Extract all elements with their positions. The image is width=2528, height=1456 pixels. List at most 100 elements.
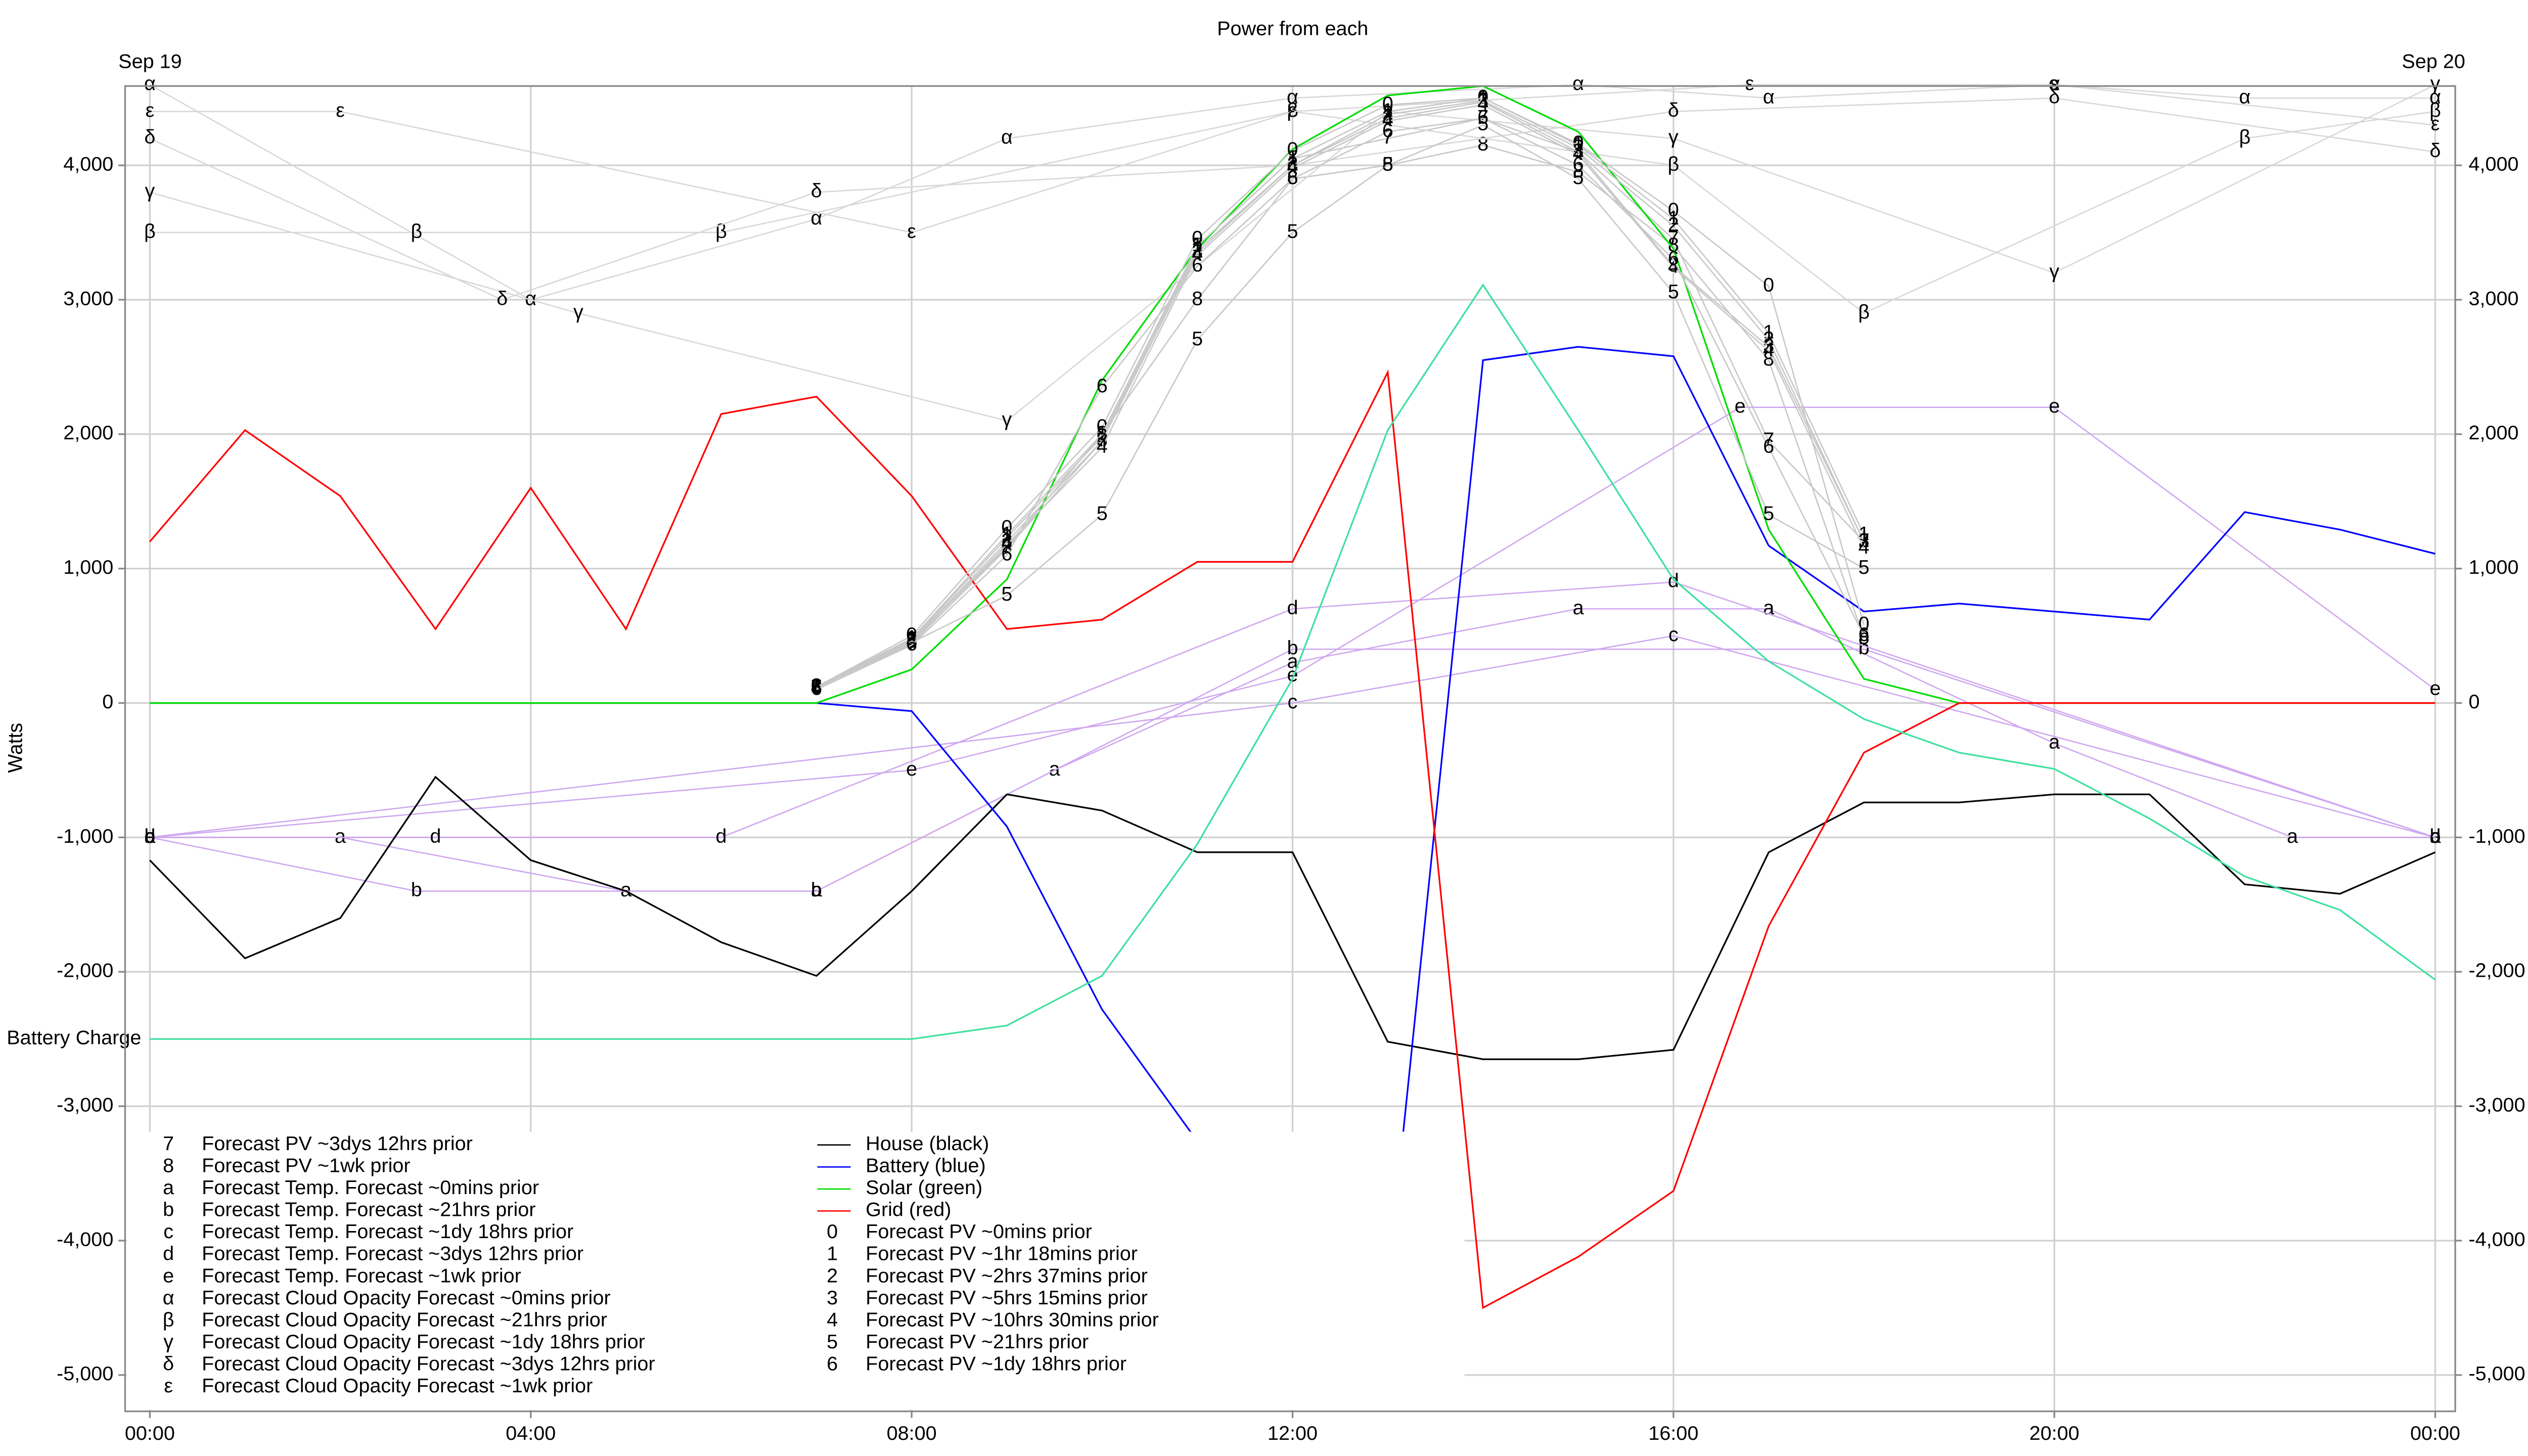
legend-marker: 8 (163, 1155, 174, 1177)
legend-marker: c (163, 1220, 173, 1243)
point-marker: 6 (906, 633, 917, 655)
point-marker: ε (146, 99, 155, 121)
point-marker: 5 (1668, 281, 1679, 303)
point-marker: a (2287, 825, 2298, 847)
point-marker: α (1001, 126, 1013, 148)
point-marker: 5 (1858, 556, 1869, 578)
point-marker: b (1858, 637, 1869, 659)
point-marker: d (430, 825, 441, 847)
legend-marker: 3 (827, 1287, 838, 1309)
point-marker: 1 (1287, 146, 1298, 168)
series-line (150, 283, 2436, 1040)
point-marker: b (144, 825, 155, 847)
legend-label: Forecast Temp. Forecast ~3dys 12hrs prio… (202, 1243, 583, 1265)
point-marker: 7 (811, 676, 822, 698)
point-marker: β (2239, 126, 2250, 148)
point-marker: e (1735, 395, 1746, 417)
legend-label: Grid (red) (866, 1199, 951, 1221)
point-marker: 5 (1097, 503, 1108, 525)
point-marker: β (411, 220, 422, 242)
point-marker: c (2430, 825, 2441, 847)
legend-label: Forecast PV ~1dy 18hrs prior (866, 1353, 1126, 1375)
point-marker: c (1288, 691, 1298, 713)
point-marker: a (1572, 597, 1584, 619)
y-axis-label: Watts (4, 723, 26, 773)
legend-label: Forecast Temp. Forecast ~0mins prior (202, 1176, 539, 1199)
point-marker: 6 (1382, 119, 1393, 142)
point-marker: ε (1288, 99, 1297, 121)
legend-label: Forecast Cloud Opacity Forecast ~21hrs p… (202, 1308, 607, 1331)
point-marker: 6 (1001, 543, 1012, 565)
series-line (816, 100, 1865, 688)
point-marker: 6 (1097, 375, 1108, 397)
point-marker: 2 (1382, 102, 1393, 124)
point-marker: β (144, 220, 156, 242)
series-line (816, 104, 1865, 689)
y2-tick-label: 2,000 (2468, 422, 2518, 444)
point-marker: 0 (1763, 274, 1774, 296)
point-marker: α (1763, 86, 1775, 108)
point-marker: 5 (1287, 220, 1298, 242)
legend-marker: 1 (827, 1243, 838, 1265)
point-marker: γ (573, 301, 583, 323)
y-tick-label: 0 (102, 691, 113, 713)
point-marker: 3 (1001, 529, 1012, 552)
point-marker: γ (2430, 72, 2441, 95)
legend-label: Forecast Temp. Forecast ~1wk prior (202, 1264, 521, 1287)
x-tick-label: 00:00 (2410, 1422, 2460, 1444)
point-marker: β (1667, 153, 1679, 175)
x-tick-label: 08:00 (887, 1422, 937, 1444)
legend-marker: 5 (827, 1331, 838, 1353)
point-marker: α (1572, 72, 1584, 95)
point-marker: 3 (811, 674, 822, 697)
point-marker: 3 (906, 629, 917, 651)
legend-label: Forecast PV ~21hrs prior (866, 1331, 1089, 1353)
legend-label: Forecast PV ~1wk prior (202, 1155, 410, 1177)
point-marker: 7 (1477, 106, 1488, 128)
series-label: Battery Charge (7, 1027, 141, 1049)
point-marker: c (1668, 623, 1679, 646)
series-line (149, 776, 2436, 1060)
y-tick-label: 4,000 (63, 153, 113, 175)
legend-label: House (black) (866, 1132, 989, 1155)
point-marker: 4 (1668, 255, 1679, 278)
point-marker: 4 (1097, 435, 1108, 458)
point-marker: 6 (1572, 153, 1584, 175)
y2-tick-label: 0 (2468, 691, 2479, 713)
point-marker: b (2430, 825, 2441, 847)
point-marker: α (2049, 72, 2060, 95)
point-marker: α (1287, 86, 1298, 108)
y-tick-label: -5,000 (57, 1362, 113, 1385)
legend-label: Forecast Temp. Forecast ~21hrs prior (202, 1199, 535, 1221)
point-marker: α (810, 207, 822, 229)
point-marker: 0 (1382, 93, 1393, 115)
point-marker: β (1858, 301, 1870, 323)
legend-label: Forecast PV ~3dys 12hrs prior (202, 1132, 473, 1155)
y-tick-label: 1,000 (63, 556, 113, 578)
x-end-label: Sep 20 (2402, 51, 2465, 73)
point-marker: 5 (1572, 166, 1584, 189)
point-marker: ε (907, 220, 916, 242)
point-marker: a (1287, 650, 1298, 672)
point-marker: e (906, 758, 917, 780)
point-marker: γ (2049, 260, 2059, 283)
point-marker: 8 (1572, 160, 1584, 182)
series-line (816, 97, 1865, 688)
point-marker: 4 (1001, 532, 1012, 554)
legend-label: Forecast PV ~2hrs 37mins prior (866, 1264, 1148, 1287)
point-marker: 8 (1287, 166, 1298, 189)
point-marker: 4 (1477, 93, 1488, 115)
series-line (150, 84, 2435, 234)
y2-tick-label: -3,000 (2468, 1094, 2525, 1116)
point-marker: a (335, 825, 346, 847)
legend-marker: γ (163, 1331, 173, 1353)
point-marker: 4 (1382, 109, 1393, 131)
legend-marker: b (163, 1199, 174, 1221)
point-marker: 7 (1763, 429, 1774, 451)
point-marker: 3 (1097, 429, 1108, 451)
series-line (150, 608, 2435, 892)
legend-box (126, 1131, 1465, 1410)
point-marker: 1 (1858, 523, 1869, 545)
